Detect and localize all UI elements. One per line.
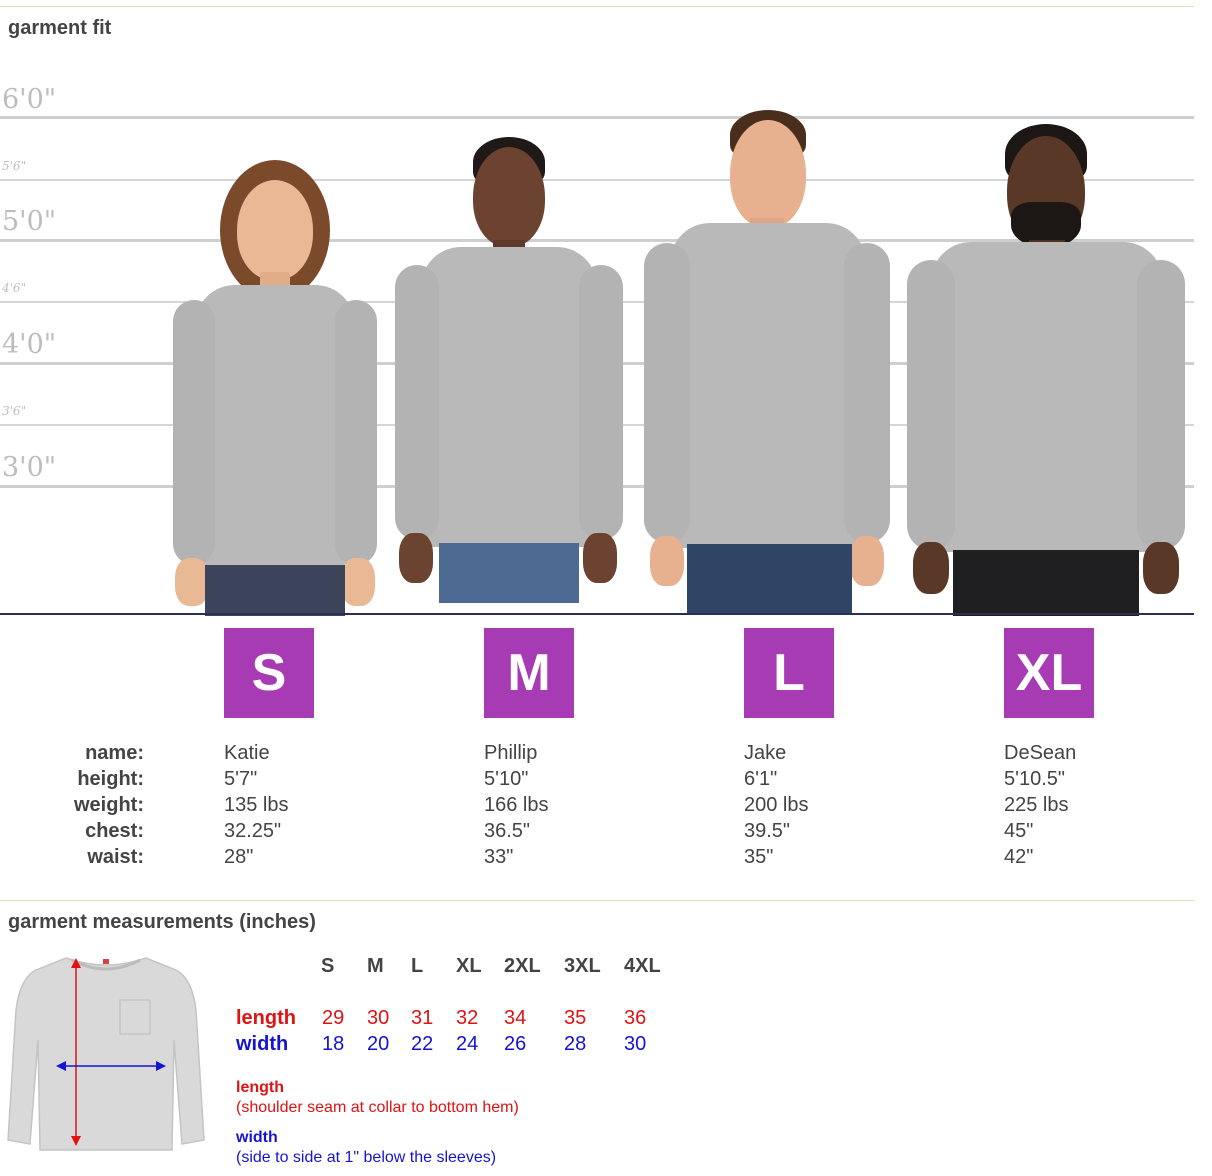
width-s: 18 <box>322 1033 345 1055</box>
length-3xl: 35 <box>564 1007 587 1029</box>
model-stats-jake: Jake 6'1" 200 lbs 39.5" 35" <box>744 740 809 870</box>
meas-size-4xl: 4XL <box>624 955 661 977</box>
stat-label-name: name: <box>85 742 144 764</box>
stat-label-height: height: <box>77 768 144 790</box>
height-line-6-0 <box>0 116 1194 119</box>
length-note-title: length <box>236 1079 284 1096</box>
meas-size-s: S <box>321 955 335 977</box>
model-chest: 36.5" <box>484 820 531 842</box>
length-note: (shoulder seam at collar to bottom hem) <box>236 1099 519 1116</box>
width-note-title: width <box>236 1129 278 1146</box>
meas-size-l: L <box>411 955 424 977</box>
model-waist: 33" <box>484 846 514 868</box>
length-2xl: 34 <box>504 1007 527 1029</box>
length-xl: 32 <box>456 1007 479 1029</box>
height-label-3-6: 3'6" <box>2 404 27 418</box>
stat-label-chest: chest: <box>85 820 144 842</box>
height-line-5-6 <box>0 179 1194 181</box>
model-name: Phillip <box>484 742 538 764</box>
meas-size-m: M <box>367 955 384 977</box>
size-badge-m: M <box>484 628 574 718</box>
model-waist: 28" <box>224 846 254 868</box>
width-note: (side to side at 1" below the sleeves) <box>236 1149 497 1166</box>
height-label-6-0: 6'0" <box>2 84 57 115</box>
stat-label-waist: waist: <box>87 846 144 868</box>
model-weight: 135 lbs <box>224 794 289 816</box>
meas-size-2xl: 2XL <box>504 955 541 977</box>
length-m: 30 <box>367 1007 390 1029</box>
model-chest: 39.5" <box>744 820 791 842</box>
model-weight: 225 lbs <box>1004 794 1069 816</box>
stat-label-weight: weight: <box>74 794 144 816</box>
model-chest: 45" <box>1004 820 1034 842</box>
stat-labels: name: height: weight: chest: waist: <box>40 740 144 870</box>
meas-size-3xl: 3XL <box>564 955 601 977</box>
model-chest: 32.25" <box>224 820 282 842</box>
size-badge-xl: XL <box>1004 628 1094 718</box>
model-waist: 35" <box>744 846 774 868</box>
model-photo-desean <box>905 122 1187 616</box>
model-waist: 42" <box>1004 846 1034 868</box>
length-row-label: length <box>236 1007 296 1029</box>
width-4xl: 30 <box>624 1033 647 1055</box>
width-xl: 24 <box>456 1033 479 1055</box>
length-s: 29 <box>322 1007 345 1029</box>
model-photo-katie <box>165 160 385 616</box>
model-stats-phillip: Phillip 5'10" 166 lbs 36.5" 33" <box>484 740 549 870</box>
height-label-5-6: 5'6" <box>2 159 27 173</box>
model-height: 5'10" <box>484 768 529 790</box>
size-badge-s: S <box>224 628 314 718</box>
length-4xl: 36 <box>624 1007 647 1029</box>
model-stats-katie: Katie 5'7" 135 lbs 32.25" 28" <box>224 740 289 870</box>
model-weight: 200 lbs <box>744 794 809 816</box>
chart-baseline <box>0 613 1194 615</box>
height-label-3-0: 3'0" <box>2 452 57 483</box>
width-l: 22 <box>411 1033 434 1055</box>
height-line-5-0 <box>0 239 1194 242</box>
model-stats-desean: DeSean 5'10.5" 225 lbs 45" 42" <box>1004 740 1076 870</box>
length-l: 31 <box>411 1007 434 1029</box>
top-divider <box>0 6 1194 7</box>
model-height: 5'10.5" <box>1004 768 1065 790</box>
shirt-diagram <box>7 957 205 1151</box>
width-2xl: 26 <box>504 1033 527 1055</box>
size-badge-l: L <box>744 628 834 718</box>
width-3xl: 28 <box>564 1033 587 1055</box>
model-photo-jake <box>642 108 892 616</box>
model-height: 6'1" <box>744 768 778 790</box>
width-m: 20 <box>367 1033 390 1055</box>
height-label-4-6: 4'6" <box>2 281 27 295</box>
meas-size-xl: XL <box>456 955 482 977</box>
height-label-5-0: 5'0" <box>2 206 57 237</box>
model-name: DeSean <box>1004 742 1077 764</box>
measurements-divider <box>0 900 1194 901</box>
model-name: Jake <box>744 742 787 764</box>
garment-measurements-title: garment measurements (inches) <box>8 911 316 933</box>
height-label-4-0: 4'0" <box>2 329 57 360</box>
model-weight: 166 lbs <box>484 794 549 816</box>
model-name: Katie <box>224 742 270 764</box>
model-photo-phillip <box>393 135 623 616</box>
model-height: 5'7" <box>224 768 258 790</box>
height-chart: 6'0" 5'6" 5'0" 4'6" 4'0" 3'6" 3'0" <box>0 60 1194 616</box>
width-row-label: width <box>236 1033 289 1055</box>
garment-fit-title: garment fit <box>8 17 112 39</box>
